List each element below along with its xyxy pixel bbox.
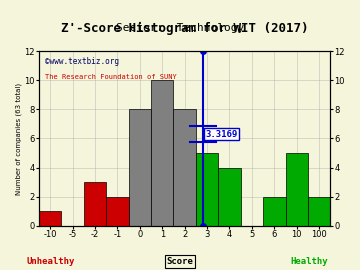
Text: The Research Foundation of SUNY: The Research Foundation of SUNY [45,74,176,80]
Bar [84,182,106,226]
Bar [263,197,285,226]
Text: Sector:  Technology: Sector: Technology [116,23,244,33]
Text: Unhealthy: Unhealthy [26,257,75,266]
Text: 3.3169: 3.3169 [205,130,238,139]
Bar [218,167,241,226]
Bar [174,109,196,226]
Bar [129,109,151,226]
Title: Z'-Score Histogram for WIT (2017): Z'-Score Histogram for WIT (2017) [61,22,309,35]
Bar [308,197,330,226]
Text: Healthy: Healthy [291,257,328,266]
Bar [106,197,129,226]
Bar [151,80,174,226]
Text: ©www.textbiz.org: ©www.textbiz.org [45,56,119,66]
Bar [285,153,308,226]
Text: Score: Score [167,257,193,266]
Bar [39,211,61,226]
Bar [196,153,218,226]
Y-axis label: Number of companies (63 total): Number of companies (63 total) [15,82,22,194]
